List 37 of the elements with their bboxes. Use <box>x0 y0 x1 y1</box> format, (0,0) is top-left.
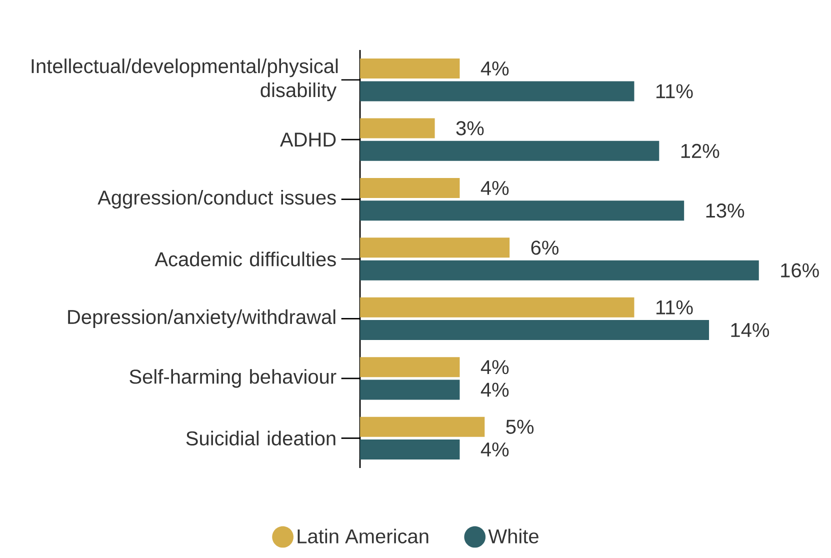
bar <box>360 178 460 198</box>
bar <box>360 357 460 378</box>
data-label: 16% <box>781 263 819 278</box>
y-tick-label: Academic difficulties <box>154 252 336 266</box>
data-label: 4% <box>480 442 509 456</box>
bar <box>360 200 684 221</box>
bar <box>360 238 510 258</box>
bar <box>360 260 759 280</box>
y-tick-label: Aggression/conduct issues <box>98 190 336 209</box>
y-tick-label: Depression/anxiety/withdrawal <box>68 309 336 328</box>
data-label: 14% <box>731 323 770 338</box>
data-label: 12% <box>681 144 720 158</box>
bar <box>360 297 634 318</box>
data-label: 4% <box>480 62 509 76</box>
data-label: 6% <box>531 240 558 255</box>
data-label: 11% <box>656 300 693 314</box>
bar <box>360 118 435 138</box>
data-label: 4% <box>480 180 509 195</box>
y-tick-label: ADHD <box>280 132 336 146</box>
legend-label: Latin American <box>298 528 428 544</box>
data-label: 5% <box>506 420 534 434</box>
y-tick-label: Intellectual/developmental/physical disability <box>32 58 338 102</box>
bar <box>360 380 460 400</box>
data-label: 13% <box>706 204 744 218</box>
legend-label: White <box>488 528 538 544</box>
data-label: 4% <box>480 360 509 374</box>
data-label: 4% <box>480 382 509 397</box>
bar <box>360 140 660 161</box>
bar <box>360 58 460 79</box>
y-tick-label: Self-harming behaviour <box>130 369 336 388</box>
data-label: 11% <box>656 84 693 98</box>
bar <box>360 416 485 437</box>
bar <box>360 81 634 102</box>
bar <box>360 320 710 340</box>
data-label: 3% <box>456 121 484 136</box>
y-tick-label: Suicidial ideation <box>186 430 336 446</box>
bar <box>360 439 460 460</box>
